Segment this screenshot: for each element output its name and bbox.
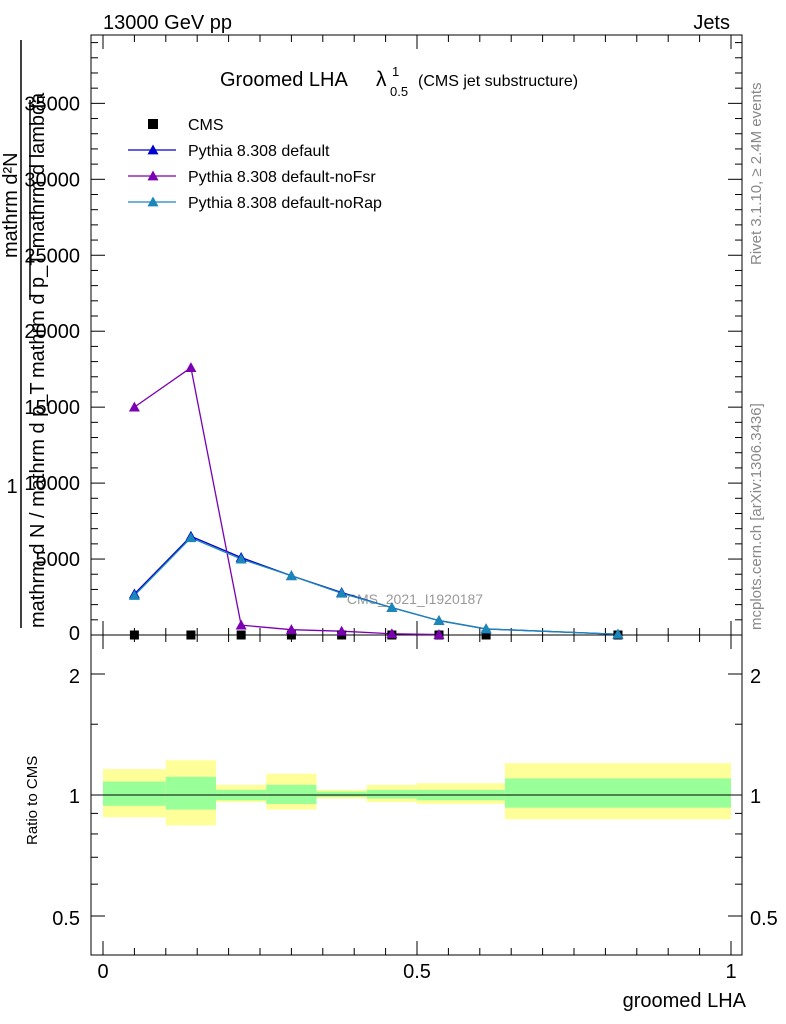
chart-title-sub: 0.5: [390, 84, 408, 99]
main-ytick-label-zero: 0: [69, 623, 80, 645]
ratio-bands: [103, 760, 731, 826]
chart-title: Groomed LHA λ 1 0.5 (CMS jet substructur…: [220, 64, 578, 99]
series-line: [133, 537, 618, 635]
legend-marker-cms: [148, 119, 158, 129]
series-point: [285, 624, 297, 635]
cms-data-point: [236, 630, 246, 640]
ylabel-numerator: 1: [6, 476, 17, 498]
series-point: [235, 619, 247, 630]
series-point: [128, 401, 140, 412]
series-point: [235, 553, 247, 564]
cms-data-point: [481, 630, 491, 640]
x-axis-label: groomed LHA: [623, 990, 747, 1012]
legend-marker: [147, 144, 159, 155]
ratio-band-inner: [266, 784, 317, 804]
series-point: [185, 362, 197, 373]
main-ytick-label: 15000: [24, 397, 80, 419]
main-ytick-label: 20000: [24, 321, 80, 343]
ratio-band-inner: [316, 791, 367, 797]
mcplots-label: mcplots.cern.ch [arXiv:1306.3436]: [748, 403, 765, 630]
ratio-ytick-label-left-0.5: 0.5: [52, 908, 80, 930]
legend-entry-label: Pythia 8.308 default-noRap: [188, 195, 382, 212]
main-y-axis-label: mathrm d²N mathrm d p_T mathrm d lambda …: [0, 40, 49, 628]
ratio-y-axis-label: Ratio to CMS: [24, 756, 41, 845]
series-point: [128, 590, 140, 600]
header-left: 13000 GeV pp: [103, 12, 232, 34]
ratio-band-inner: [504, 778, 731, 808]
cms-data-point: [286, 630, 296, 640]
series-point: [386, 628, 398, 639]
main-ytick-label: 30000: [24, 169, 80, 191]
legend-entry-label: Pythia 8.308 default-noFsr: [188, 169, 376, 186]
ratio-ytick-label-right-2: 2: [750, 666, 761, 688]
chart-title-suffix: (CMS jet substructure): [418, 73, 578, 90]
ratio-axis-ticks: [91, 673, 742, 917]
chart-title-main: Groomed LHA: [220, 69, 348, 91]
xtick-label-1: 1: [725, 961, 736, 983]
ratio-band-inner: [165, 776, 217, 810]
rivet-label: Rivet 3.1.10, ≥ 2.4M events: [748, 83, 765, 266]
chart-title-sup: 1: [392, 64, 399, 79]
ratio-band-inner: [103, 781, 166, 806]
main-ytick-label: 35000: [24, 93, 80, 115]
legend-entry-label: Pythia 8.308 default: [188, 143, 330, 160]
xtick-label-0: 0: [97, 961, 108, 983]
series-point: [185, 532, 197, 543]
series-point: [480, 623, 492, 634]
series-line: [133, 535, 618, 635]
series-point: [612, 628, 624, 639]
ratio-band-inner: [366, 789, 417, 799]
ratio-ytick-label-right-1: 1: [750, 786, 761, 808]
cms-data-point: [186, 630, 196, 640]
xtick-label-0.5: 0.5: [403, 961, 431, 983]
ratio-ytick-label-right-0.5: 0.5: [750, 908, 778, 930]
series-point: [336, 625, 348, 636]
main-ytick-label: 25000: [24, 245, 80, 267]
ratio-ytick-label-left-2: 2: [69, 666, 80, 688]
series-point: [386, 602, 398, 613]
main-ytick-label: 5000: [36, 549, 81, 571]
legend: CMS Pythia 8.308 default Pythia 8.308 defa…: [128, 117, 382, 212]
chart-title-symbol: λ: [376, 68, 387, 91]
series-point: [433, 629, 445, 639]
series-layer: [128, 362, 624, 640]
watermark: CMS_2021_I1920187: [347, 591, 483, 607]
ylabel-denominator: mathrm d N / mathrm d p_T: [27, 382, 49, 628]
legend-marker: [147, 196, 159, 207]
main-axis-ticks: [91, 35, 742, 955]
ylabel-denominator-top: mathrm d p_T mathrm d lambda: [27, 92, 49, 378]
ylabel-numerator-top: mathrm d²N: [0, 152, 22, 258]
cms-data-point: [129, 630, 139, 640]
legend-entry-label: CMS: [188, 117, 224, 134]
ratio-ytick-label-left-1: 1: [69, 786, 80, 808]
main-y-tick-labels: 5000 10000 15000 20000 25000 30000 35000 0: [24, 93, 80, 645]
main-ytick-label: 10000: [24, 473, 80, 495]
header-right: Jets: [693, 12, 730, 34]
series-point: [336, 587, 348, 598]
legend-marker: [147, 170, 159, 181]
series-point: [433, 615, 445, 625]
series-point: [285, 570, 297, 581]
